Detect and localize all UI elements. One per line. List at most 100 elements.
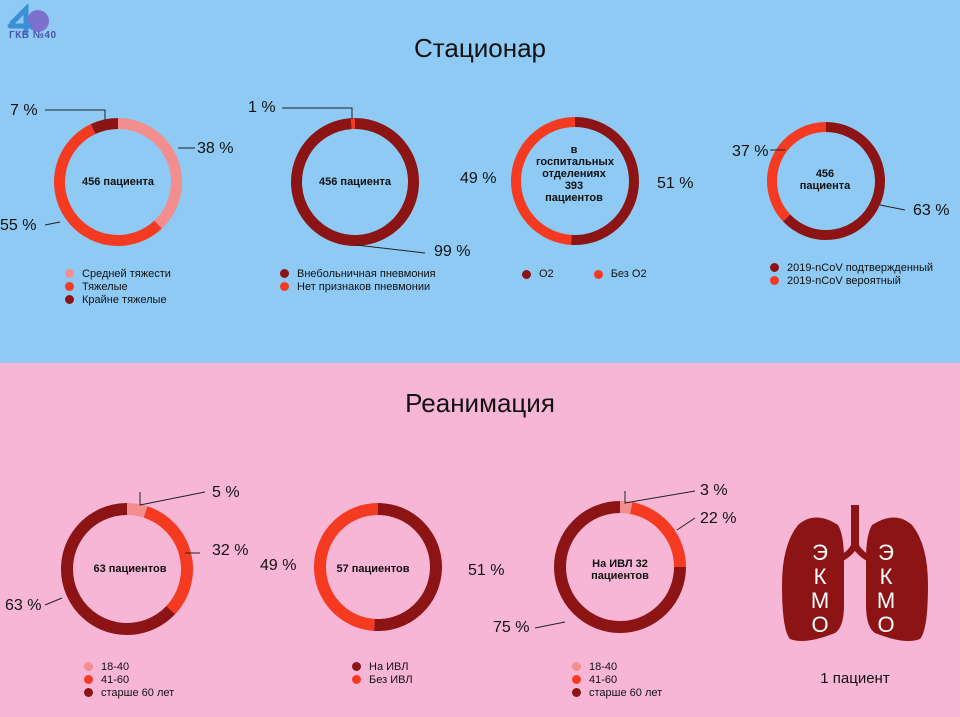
chart-3-label-no-o2: 49 % <box>460 170 497 187</box>
legend-dot <box>65 269 74 278</box>
legend-label: Без ИВЛ <box>369 673 413 686</box>
ekmo-right-letter-1: Э <box>878 540 894 565</box>
legend-item: Крайне тяжелые <box>65 293 171 306</box>
chart-7-slice-1 <box>619 501 633 514</box>
chart-5-label-41-60: 32 % <box>212 542 249 559</box>
chart-6-label-no-ivl: 49 % <box>260 557 297 574</box>
chart-1-slice-3 <box>90 118 119 135</box>
chart-5-slice-1 <box>126 503 148 518</box>
legend-dot <box>84 662 93 671</box>
legend-item: старше 60 лет <box>84 686 174 699</box>
legend-item: 18-40 <box>572 660 662 673</box>
legend-label: Нет признаков пневмонии <box>297 280 431 293</box>
hospital-logo-icon <box>7 4 49 35</box>
chart-5-label-60plus: 63 % <box>5 597 42 614</box>
chart-1-slice-1 <box>117 118 182 229</box>
chart-3-legend: О2 Без О2 <box>522 268 647 280</box>
leader-line-1 <box>45 109 106 121</box>
leader-line-4 <box>282 107 353 119</box>
ekmo-caption: 1 пациент <box>820 670 890 687</box>
chart-4-legend: 2019-nCoV подтвержденный 2019-nCoV вероя… <box>770 261 933 287</box>
legend-label: Средней тяжести <box>82 267 171 280</box>
legend-dot <box>84 688 93 697</box>
chart-2-slice-1 <box>291 118 419 246</box>
chart-5-slice-3 <box>61 503 176 635</box>
chart-3-label-o2: 51 % <box>657 175 694 192</box>
legend-dot <box>65 282 74 291</box>
chart-2-label-no-pneumonia: 1 % <box>248 99 276 116</box>
legend-label: 18-40 <box>101 660 130 673</box>
legend-item: Внебольничная пневмония <box>280 267 436 280</box>
icu-title: Реанимация <box>405 388 555 418</box>
legend-dot <box>593 269 603 279</box>
chart-4-label-probable: 37 % <box>732 143 769 160</box>
chart-6-label-ivl: 51 % <box>468 562 505 579</box>
legend-label: На ИВЛ <box>369 660 409 673</box>
legend-item: 18-40 <box>84 660 174 673</box>
chart-1-legend: Средней тяжести Тяжелые Крайне тяжелые <box>65 267 171 306</box>
chart-7-slice-3 <box>554 501 686 633</box>
legend-item: старше 60 лет <box>572 686 662 699</box>
legend-item: 41-60 <box>84 673 174 686</box>
legend-item: На ИВЛ <box>352 660 413 673</box>
legend-item: Без ИВЛ <box>352 673 413 686</box>
legend-label: Тяжелые <box>82 280 128 293</box>
chart-1-center: 456 пациента <box>82 176 154 188</box>
chart-3-slice-1 <box>570 117 639 245</box>
chart-4-label-confirmed: 63 % <box>913 202 950 219</box>
ekmo-left-letter-1: Э <box>812 540 828 565</box>
chart-7-label-18-40: 3 % <box>700 482 728 499</box>
leader-line-3 <box>44 221 61 226</box>
chart-7-slice-2 <box>629 502 686 568</box>
leader-line-12 <box>676 517 696 531</box>
legend-label: 18-40 <box>589 660 618 673</box>
logo-text: ГКБ №40 <box>9 30 57 41</box>
legend-dot <box>352 675 361 684</box>
chart-6-center: 57 пациентов <box>336 563 410 575</box>
legend-label: Без О2 <box>610 268 647 280</box>
chart-3-slice-2 <box>511 117 576 245</box>
chart-1-label-severe: 55 % <box>0 217 37 234</box>
legend-label: 41-60 <box>101 673 130 686</box>
chart-5-label-18-40: 5 % <box>212 484 240 501</box>
legend-dot <box>572 675 581 684</box>
chart-1-slice-2 <box>54 124 162 246</box>
chart-2-center: 456 пациента <box>319 176 391 188</box>
leader-line-7 <box>879 204 906 211</box>
legend-dot <box>352 662 361 671</box>
chart-1-label-critical: 7 % <box>10 102 38 119</box>
stationary-title: Стационар <box>413 33 546 63</box>
legend-label: О2 <box>539 268 554 280</box>
legend-dot <box>770 263 779 272</box>
chart-7-legend: 18-40 41-60 старше 60 лет <box>572 660 662 699</box>
legend-label: 2019-nCoV подтвержденный <box>787 261 934 274</box>
legend-dot <box>65 295 74 304</box>
legend-item: 2019-nCoV вероятный <box>770 274 933 287</box>
ekmo-right-letter-4: О <box>877 612 895 637</box>
legend-dot <box>770 276 779 285</box>
chart-4-slice-2 <box>767 122 827 222</box>
ekmo-right-letter-2: К <box>879 564 893 589</box>
legend-dot <box>84 675 93 684</box>
chart-7-center: На ИВЛ 32 пациентов <box>591 558 649 582</box>
chart-4-center: 456 пациента <box>799 168 851 192</box>
leader-line-5 <box>355 244 426 254</box>
legend-label: старше 60 лет <box>101 686 175 699</box>
chart-2-legend: Внебольничная пневмония Нет признаков пн… <box>280 267 436 293</box>
legend-item: Нет признаков пневмонии <box>280 280 436 293</box>
chart-7-label-41-60: 22 % <box>700 510 737 527</box>
chart-3-center: в госпитальных отделениях 393 пациентов <box>536 144 614 204</box>
legend-label: 2019-nCoV вероятный <box>787 274 901 287</box>
chart-6-slice-2 <box>314 503 379 631</box>
ekmo-left-letter-4: О <box>811 612 829 637</box>
chart-5-legend: 18-40 41-60 старше 60 лет <box>84 660 174 699</box>
legend-label: Крайне тяжелые <box>82 293 167 306</box>
legend-item: 41-60 <box>572 673 662 686</box>
leader-line-13 <box>534 621 566 629</box>
legend-item: Средней тяжести <box>65 267 171 280</box>
chart-6-slice-1 <box>373 503 442 631</box>
legend-dot <box>280 269 289 278</box>
leader-line-10 <box>44 597 63 606</box>
legend-label: Внебольничная пневмония <box>297 267 436 280</box>
